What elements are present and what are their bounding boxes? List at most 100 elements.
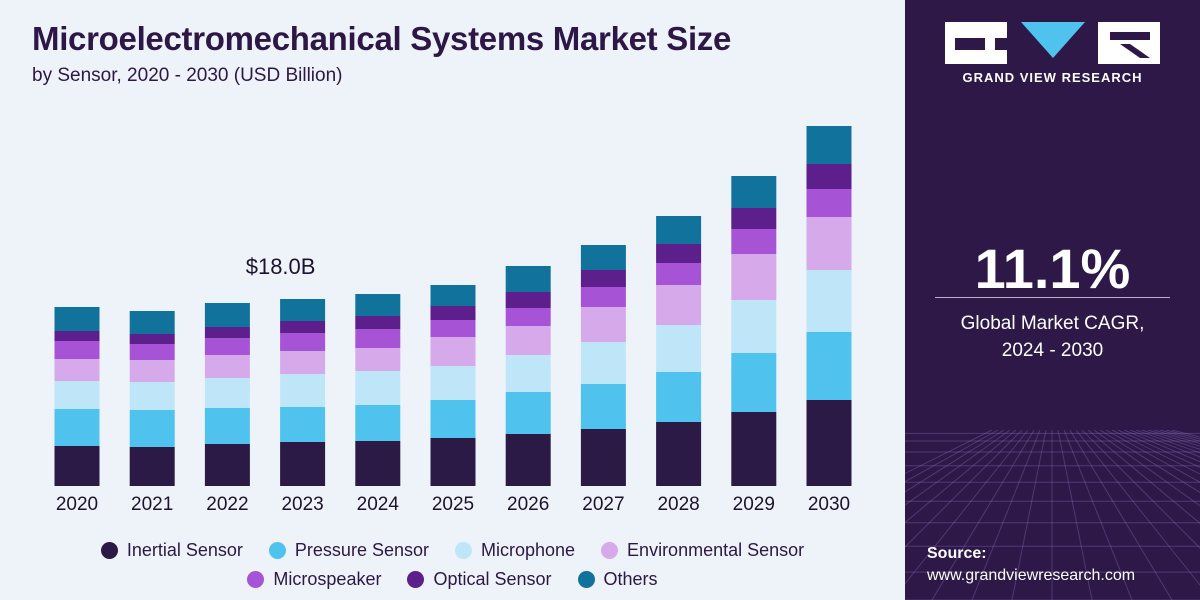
bar-segment-optical-sensor-2021 bbox=[129, 334, 175, 344]
bar-segment-microspeaker-2027 bbox=[580, 287, 626, 307]
chart-title: Microelectromechanical Systems Market Si… bbox=[32, 20, 732, 57]
bar-segment-others-2028 bbox=[656, 216, 702, 244]
bar-segment-microphone-2020 bbox=[54, 381, 100, 409]
grid-line bbox=[1093, 430, 1200, 507]
bar-segment-environmental-sensor-2025 bbox=[430, 337, 476, 366]
bar-segment-optical-sensor-2027 bbox=[580, 270, 626, 287]
legend-swatch bbox=[454, 542, 472, 559]
bar-segment-others-2021 bbox=[129, 311, 175, 334]
legend-swatch bbox=[247, 571, 265, 588]
grid-line bbox=[905, 430, 1005, 493]
bar-segment-optical-sensor-2023 bbox=[280, 321, 326, 333]
decorative-grid bbox=[905, 430, 1200, 600]
bar-segment-pressure-sensor-2022 bbox=[204, 408, 250, 444]
x-tick-label: 2025 bbox=[432, 494, 474, 515]
legend-label: Environmental Sensor bbox=[627, 540, 805, 560]
bar-segment-inertial-sensor-2026 bbox=[505, 434, 551, 486]
grid-line bbox=[1081, 430, 1200, 549]
cagr-label: Global Market CAGR, 2024 - 2030 bbox=[905, 310, 1200, 364]
grid-line bbox=[1111, 430, 1200, 475]
bar-segment-microphone-2027 bbox=[580, 342, 626, 384]
bar-segment-others-2026 bbox=[505, 266, 551, 292]
x-tick-label: 2030 bbox=[808, 494, 850, 515]
source-label: Source: bbox=[927, 545, 987, 562]
bar-segment-inertial-sensor-2028 bbox=[656, 422, 702, 486]
legend-swatch bbox=[601, 542, 619, 559]
bar-segment-inertial-sensor-2027 bbox=[580, 429, 626, 486]
bar-segment-pressure-sensor-2026 bbox=[505, 392, 551, 434]
bar-segment-others-2027 bbox=[580, 245, 626, 270]
bar-segment-pressure-sensor-2030 bbox=[806, 332, 852, 400]
legend-label: Microphone bbox=[480, 540, 576, 560]
source-link[interactable]: www.grandviewresearch.com bbox=[927, 567, 1136, 584]
divider bbox=[935, 297, 1170, 298]
bar-segment-pressure-sensor-2020 bbox=[54, 409, 100, 446]
bar-segment-microspeaker-2026 bbox=[505, 308, 551, 326]
bar-segment-environmental-sensor-2022 bbox=[204, 355, 250, 378]
grid-line bbox=[905, 430, 993, 475]
bar-segment-microspeaker-2021 bbox=[129, 344, 175, 360]
x-tick-label: 2021 bbox=[131, 494, 173, 515]
stacked-bar-chart: 2020 2021 2022 2023 2024 2025 2026 2027 2028 2029… bbox=[54, 126, 852, 515]
bar-segment-microspeaker-2024 bbox=[355, 329, 401, 348]
grid-line bbox=[1069, 430, 1173, 600]
bar-segment-inertial-sensor-2020 bbox=[54, 446, 100, 486]
legend-label: Others bbox=[603, 569, 658, 589]
bar-segment-pressure-sensor-2023 bbox=[280, 407, 326, 442]
legend-item: Microphone bbox=[454, 540, 576, 561]
x-tick-label: 2028 bbox=[657, 494, 699, 515]
bar-segment-microspeaker-2030 bbox=[806, 189, 852, 217]
bar-segment-inertial-sensor-2025 bbox=[430, 438, 476, 486]
grid-line bbox=[905, 430, 1029, 585]
bar-segment-optical-sensor-2024 bbox=[355, 316, 401, 329]
grid-line bbox=[905, 430, 1023, 548]
cagr-label-line2: 2024 - 2030 bbox=[1001, 340, 1104, 361]
bar-segment-microspeaker-2022 bbox=[204, 338, 250, 355]
grid-line bbox=[1087, 430, 1200, 524]
grid-line bbox=[1057, 430, 1093, 600]
bar-segment-others-2029 bbox=[731, 176, 777, 208]
grid-line bbox=[905, 430, 1011, 506]
bar-segment-optical-sensor-2030 bbox=[806, 164, 852, 189]
bar-segment-microphone-2025 bbox=[430, 366, 476, 400]
legend-row: Inertial Sensor Pressure Sensor Microphone… bbox=[0, 536, 905, 565]
bar-segment-others-2022 bbox=[204, 303, 250, 327]
bar-segment-inertial-sensor-2029 bbox=[731, 412, 777, 486]
grid-line bbox=[905, 430, 999, 483]
grid-line bbox=[1075, 430, 1200, 586]
bar-segment-optical-sensor-2020 bbox=[54, 331, 100, 341]
chart-panel: Microelectromechanical Systems Market Si… bbox=[0, 0, 905, 600]
chart-legend: Inertial Sensor Pressure Sensor Microphone… bbox=[0, 536, 905, 594]
bar-segment-pressure-sensor-2028 bbox=[656, 372, 702, 422]
grid-line bbox=[1123, 430, 1200, 463]
bar-segment-others-2024 bbox=[355, 294, 401, 316]
grid-line bbox=[931, 430, 1035, 600]
legend-item: Optical Sensor bbox=[407, 569, 552, 590]
bar-segment-microphone-2028 bbox=[656, 325, 702, 372]
bar-segment-inertial-sensor-2023 bbox=[280, 442, 326, 486]
x-tick-label: 2024 bbox=[357, 494, 400, 515]
bar-segment-environmental-sensor-2026 bbox=[505, 326, 551, 355]
bar-segment-inertial-sensor-2021 bbox=[129, 447, 175, 486]
bar-segment-pressure-sensor-2021 bbox=[129, 410, 175, 447]
bar-segment-environmental-sensor-2021 bbox=[129, 360, 175, 382]
bar-segment-microspeaker-2029 bbox=[731, 229, 777, 254]
legend-label: Inertial Sensor bbox=[126, 540, 243, 560]
bar-segment-environmental-sensor-2024 bbox=[355, 348, 401, 371]
legend-item: Environmental Sensor bbox=[601, 540, 804, 561]
bar-segment-environmental-sensor-2027 bbox=[580, 307, 626, 342]
grid-line bbox=[1117, 430, 1200, 468]
bar-segment-others-2030 bbox=[806, 126, 852, 164]
bar-segment-microspeaker-2028 bbox=[656, 263, 702, 285]
bar-segment-others-2023 bbox=[280, 299, 326, 321]
cagr-label-line1: Global Market CAGR, bbox=[960, 313, 1145, 334]
x-tick-label: 2026 bbox=[507, 494, 549, 515]
x-tick-label: 2020 bbox=[56, 494, 98, 515]
bar-segment-pressure-sensor-2025 bbox=[430, 400, 476, 438]
legend-swatch bbox=[407, 571, 425, 588]
bar-segment-microspeaker-2025 bbox=[430, 320, 476, 337]
grand-view-research-logo bbox=[945, 22, 1160, 64]
grid-line bbox=[1063, 430, 1133, 600]
chart-subtitle: by Sensor, 2020 - 2030 (USD Billion) bbox=[32, 65, 343, 86]
legend-swatch bbox=[100, 542, 118, 559]
